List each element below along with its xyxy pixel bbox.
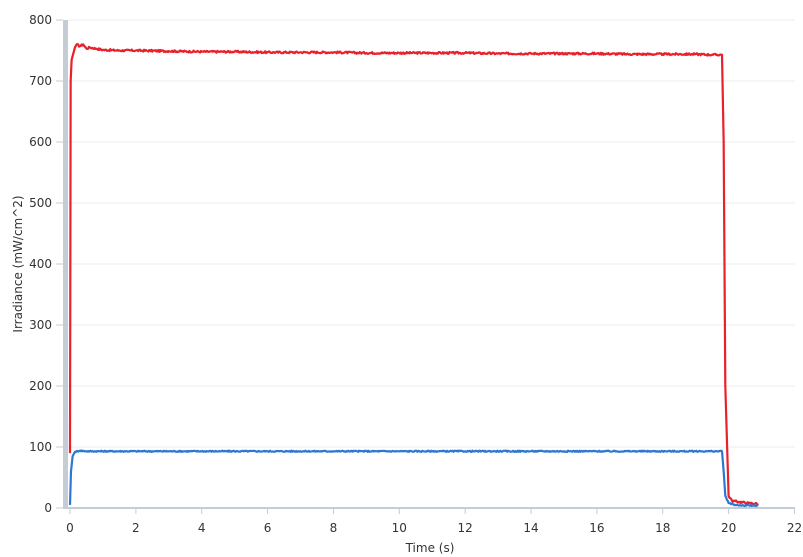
tick-layer: 0 100 200 300 400 500 600 700 800 0 2 4 6 8 10 12 14 16 18… <box>29 13 802 535</box>
x-tick-label: 16 <box>589 521 604 535</box>
y-tick-label: 600 <box>29 135 52 149</box>
x-tick-label: 20 <box>721 521 736 535</box>
y-tick-label: 100 <box>29 440 52 454</box>
series-line-blue <box>68 449 759 508</box>
x-tick-label: 2 <box>132 521 140 535</box>
x-tick-label: 18 <box>655 521 670 535</box>
y-axis-label: Irradiance (mW/cm^2) <box>11 195 25 332</box>
x-tick-label: 22 <box>787 521 802 535</box>
x-tick-label: 6 <box>264 521 272 535</box>
x-axis-label: Time (s) <box>405 541 455 555</box>
series-line-red <box>68 43 759 506</box>
x-tick-label: 8 <box>330 521 338 535</box>
y-tick-label: 400 <box>29 257 52 271</box>
grid-layer <box>68 19 795 448</box>
y-tick-label: 200 <box>29 379 52 393</box>
y-axis-band <box>63 20 68 508</box>
y-tick-label: 800 <box>29 13 52 27</box>
y-tick-label: 300 <box>29 318 52 332</box>
y-tick-label: 500 <box>29 196 52 210</box>
y-tick-label: 0 <box>44 501 52 515</box>
x-tick-label: 12 <box>458 521 473 535</box>
x-tick-label: 10 <box>392 521 407 535</box>
x-tick-label: 0 <box>66 521 74 535</box>
x-tick-label: 14 <box>523 521 538 535</box>
y-tick-label: 700 <box>29 74 52 88</box>
x-tick-label: 4 <box>198 521 206 535</box>
series-layer <box>68 43 759 508</box>
